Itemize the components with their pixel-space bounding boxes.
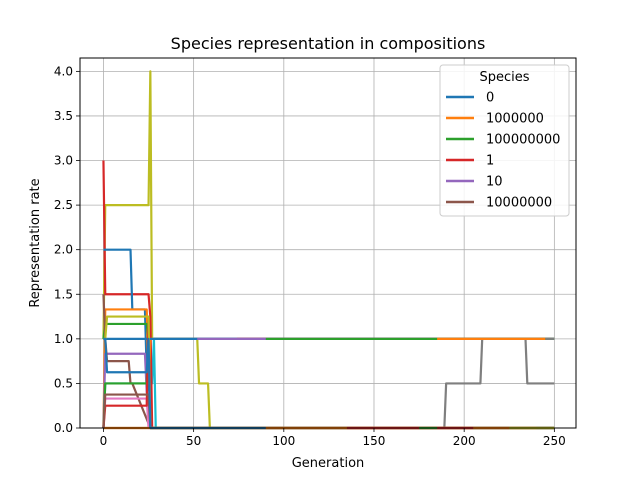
legend-label: 1 (486, 154, 494, 169)
x-tick-label: 50 (186, 434, 201, 448)
x-axis-ticks: 0 50 100 150 200 250 (100, 428, 566, 448)
x-tick-label: 200 (453, 434, 476, 448)
chart-title: Species representation in compositions (171, 34, 486, 53)
legend-label: 100000000 (486, 133, 560, 148)
legend-label: 1000000 (486, 112, 544, 127)
y-tick-label: 0.5 (54, 376, 73, 390)
x-tick-label: 250 (543, 434, 566, 448)
x-axis-label: Generation (292, 456, 365, 471)
legend-label: 10000000 (486, 196, 552, 211)
y-tick-label: 3.0 (54, 154, 73, 168)
legend: Species 0 1000000 100000000 1 10 10000000 (439, 64, 570, 217)
y-tick-label: 3.5 (54, 109, 73, 123)
y-tick-label: 4.0 (54, 64, 73, 78)
series-line-1 (103, 337, 555, 430)
legend-entries: 0 1000000 100000000 1 10 10000000 (446, 91, 560, 211)
x-tick-label: 100 (272, 434, 295, 448)
legend-label: 10 (486, 175, 503, 190)
y-tick-label: 1.5 (54, 287, 73, 301)
y-tick-label: 1.0 (54, 332, 73, 346)
y-axis-label: Representation rate (28, 178, 43, 307)
x-tick-label: 150 (363, 434, 386, 448)
x-tick-label: 0 (100, 434, 108, 448)
legend-box (439, 64, 570, 217)
y-tick-label: 0.0 (54, 421, 73, 435)
legend-title: Species (479, 70, 529, 85)
y-tick-label: 2.0 (54, 243, 73, 257)
y-tick-label: 2.5 (54, 198, 73, 212)
legend-label: 0 (486, 91, 494, 106)
y-axis-ticks: 0.0 0.5 1.0 1.5 2.0 2.5 3.0 3.5 4.0 (54, 64, 80, 435)
plot-frame (79, 57, 577, 429)
